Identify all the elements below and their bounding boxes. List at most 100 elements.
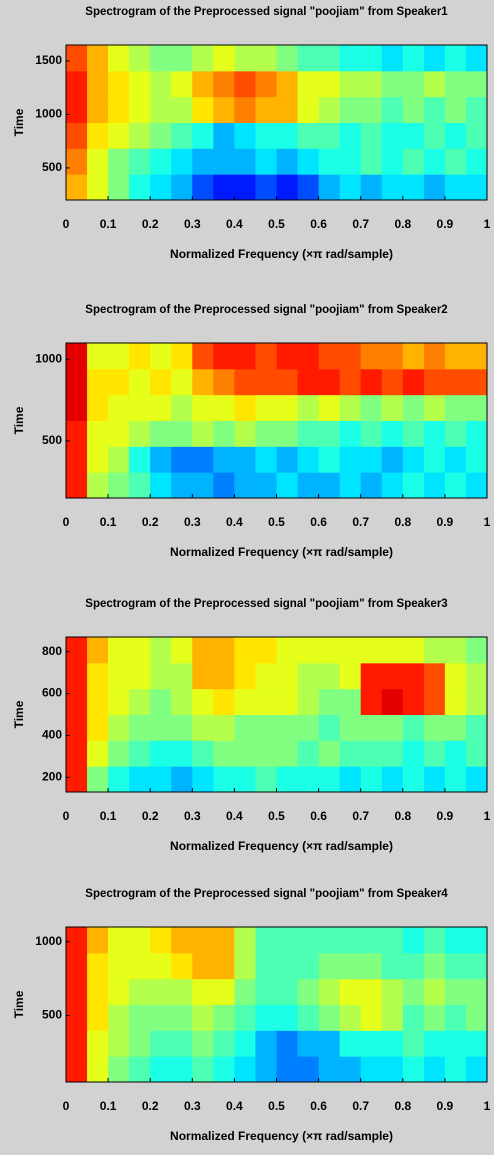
spectrogram-cell bbox=[297, 368, 320, 396]
spectrogram-cell bbox=[465, 394, 488, 421]
spectrogram-cell bbox=[423, 174, 446, 201]
y-tick-label: 1000 bbox=[35, 351, 62, 365]
spectrogram-cell bbox=[129, 637, 151, 664]
spectrogram-cell bbox=[360, 45, 383, 72]
spectrogram-cell bbox=[465, 688, 488, 715]
spectrogram-cell bbox=[129, 394, 151, 421]
spectrogram-cell bbox=[234, 1030, 256, 1057]
spectrogram-cell bbox=[318, 45, 341, 72]
spectrogram-cell bbox=[255, 637, 277, 664]
spectrogram-cell bbox=[255, 343, 277, 370]
spectrogram-cell bbox=[255, 952, 277, 980]
spectrogram-cell bbox=[129, 688, 151, 715]
spectrogram-cell bbox=[297, 394, 320, 421]
spectrogram-cell bbox=[276, 343, 299, 370]
x-tick-label: 0.7 bbox=[352, 217, 369, 231]
spectrogram-cell bbox=[66, 766, 88, 793]
spectrogram-cell bbox=[192, 1056, 214, 1083]
spectrogram-cell bbox=[276, 70, 299, 98]
spectrogram-cell bbox=[255, 662, 277, 690]
spectrogram-cell bbox=[171, 688, 193, 715]
spectrogram-cell bbox=[360, 927, 383, 954]
spectrogram-cell bbox=[150, 446, 172, 473]
spectrogram-cell bbox=[213, 446, 235, 473]
spectrogram-cell bbox=[318, 927, 341, 954]
spectrogram-cell bbox=[297, 148, 320, 175]
spectrogram-cell bbox=[297, 122, 320, 149]
spectrogram-cell bbox=[87, 446, 109, 473]
spectrogram-cell bbox=[381, 714, 404, 741]
spectrogram-cell bbox=[192, 978, 214, 1005]
spectrogram-cell bbox=[423, 740, 446, 767]
x-axis-label: Normalized Frequency (×π rad/sample) bbox=[170, 839, 393, 853]
spectrogram-cell bbox=[192, 662, 214, 690]
spectrogram-cell bbox=[171, 927, 193, 954]
spectrogram-cell bbox=[234, 122, 256, 149]
spectrogram-cell bbox=[171, 394, 193, 421]
spectrogram-cell bbox=[297, 45, 320, 72]
spectrogram-cell bbox=[87, 45, 109, 72]
spectrogram-cell bbox=[192, 70, 214, 98]
spectrogram-cell bbox=[87, 927, 109, 954]
spectrogram-cell bbox=[192, 637, 214, 664]
x-tick-label: 0.6 bbox=[310, 515, 327, 529]
spectrogram-cell bbox=[171, 368, 193, 396]
spectrogram-cell bbox=[339, 766, 362, 793]
spectrogram-cell bbox=[108, 688, 130, 715]
spectrogram-cell bbox=[150, 122, 172, 149]
spectrogram-cell bbox=[360, 978, 383, 1005]
spectrogram-cell bbox=[402, 45, 425, 72]
spectrogram-cell bbox=[297, 740, 320, 767]
spectrogram-cell bbox=[171, 714, 193, 741]
y-tick-label: 1500 bbox=[35, 53, 62, 67]
spectrogram-cell bbox=[192, 368, 214, 396]
spectrogram-cell bbox=[465, 662, 488, 690]
spectrogram-cell bbox=[339, 420, 362, 447]
x-tick-label: 0.5 bbox=[268, 515, 285, 529]
spectrogram-cell bbox=[108, 714, 130, 741]
x-tick-label: 0.2 bbox=[142, 515, 159, 529]
spectrogram-cell bbox=[87, 662, 109, 690]
x-tick-label: 0.1 bbox=[100, 515, 117, 529]
spectrogram-cell bbox=[423, 688, 446, 715]
spectrogram-cell bbox=[66, 978, 88, 1005]
spectrogram-cell bbox=[381, 740, 404, 767]
spectrogram-cell bbox=[213, 1056, 235, 1083]
spectrogram-cell bbox=[108, 637, 130, 664]
spectrogram-cell bbox=[213, 96, 235, 123]
spectrogram-cell bbox=[87, 343, 109, 370]
x-axis-label: Normalized Frequency (×π rad/sample) bbox=[170, 545, 393, 559]
spectrogram-cell bbox=[402, 96, 425, 123]
spectrogram-cell bbox=[255, 472, 277, 499]
spectrogram-cell bbox=[150, 1030, 172, 1057]
spectrogram-cell bbox=[360, 122, 383, 149]
spectrogram-cell bbox=[276, 45, 299, 72]
spectrogram-cell bbox=[192, 952, 214, 980]
spectrogram-cell bbox=[402, 978, 425, 1005]
spectrogram-cell bbox=[108, 472, 130, 499]
spectrogram-cell bbox=[234, 952, 256, 980]
spectrogram-cell bbox=[150, 1056, 172, 1083]
spectrogram-cell bbox=[255, 394, 277, 421]
spectrogram-cell bbox=[360, 1004, 383, 1031]
spectrogram-cell bbox=[213, 1004, 235, 1031]
spectrogram-cell bbox=[66, 637, 88, 664]
spectrogram-cell bbox=[192, 174, 214, 201]
spectrogram-cell bbox=[129, 740, 151, 767]
spectrogram-cell bbox=[402, 927, 425, 954]
spectrogram-cell bbox=[213, 978, 235, 1005]
spectrogram-cell bbox=[108, 1056, 130, 1083]
spectrogram-cell bbox=[255, 978, 277, 1005]
spectrogram-cell bbox=[360, 70, 383, 98]
chart-title: Spectrogram of the Preprocessed signal "… bbox=[85, 304, 447, 316]
spectrogram-cell bbox=[150, 45, 172, 72]
spectrogram-cell bbox=[402, 662, 425, 690]
spectrogram-cell bbox=[423, 70, 446, 98]
x-tick-label: 0.6 bbox=[310, 217, 327, 231]
x-tick-label: 0.8 bbox=[394, 809, 411, 823]
spectrogram-cell bbox=[465, 472, 488, 499]
spectrogram-cell bbox=[108, 662, 130, 690]
spectrogram-cell bbox=[423, 662, 446, 690]
spectrogram-cell bbox=[234, 662, 256, 690]
